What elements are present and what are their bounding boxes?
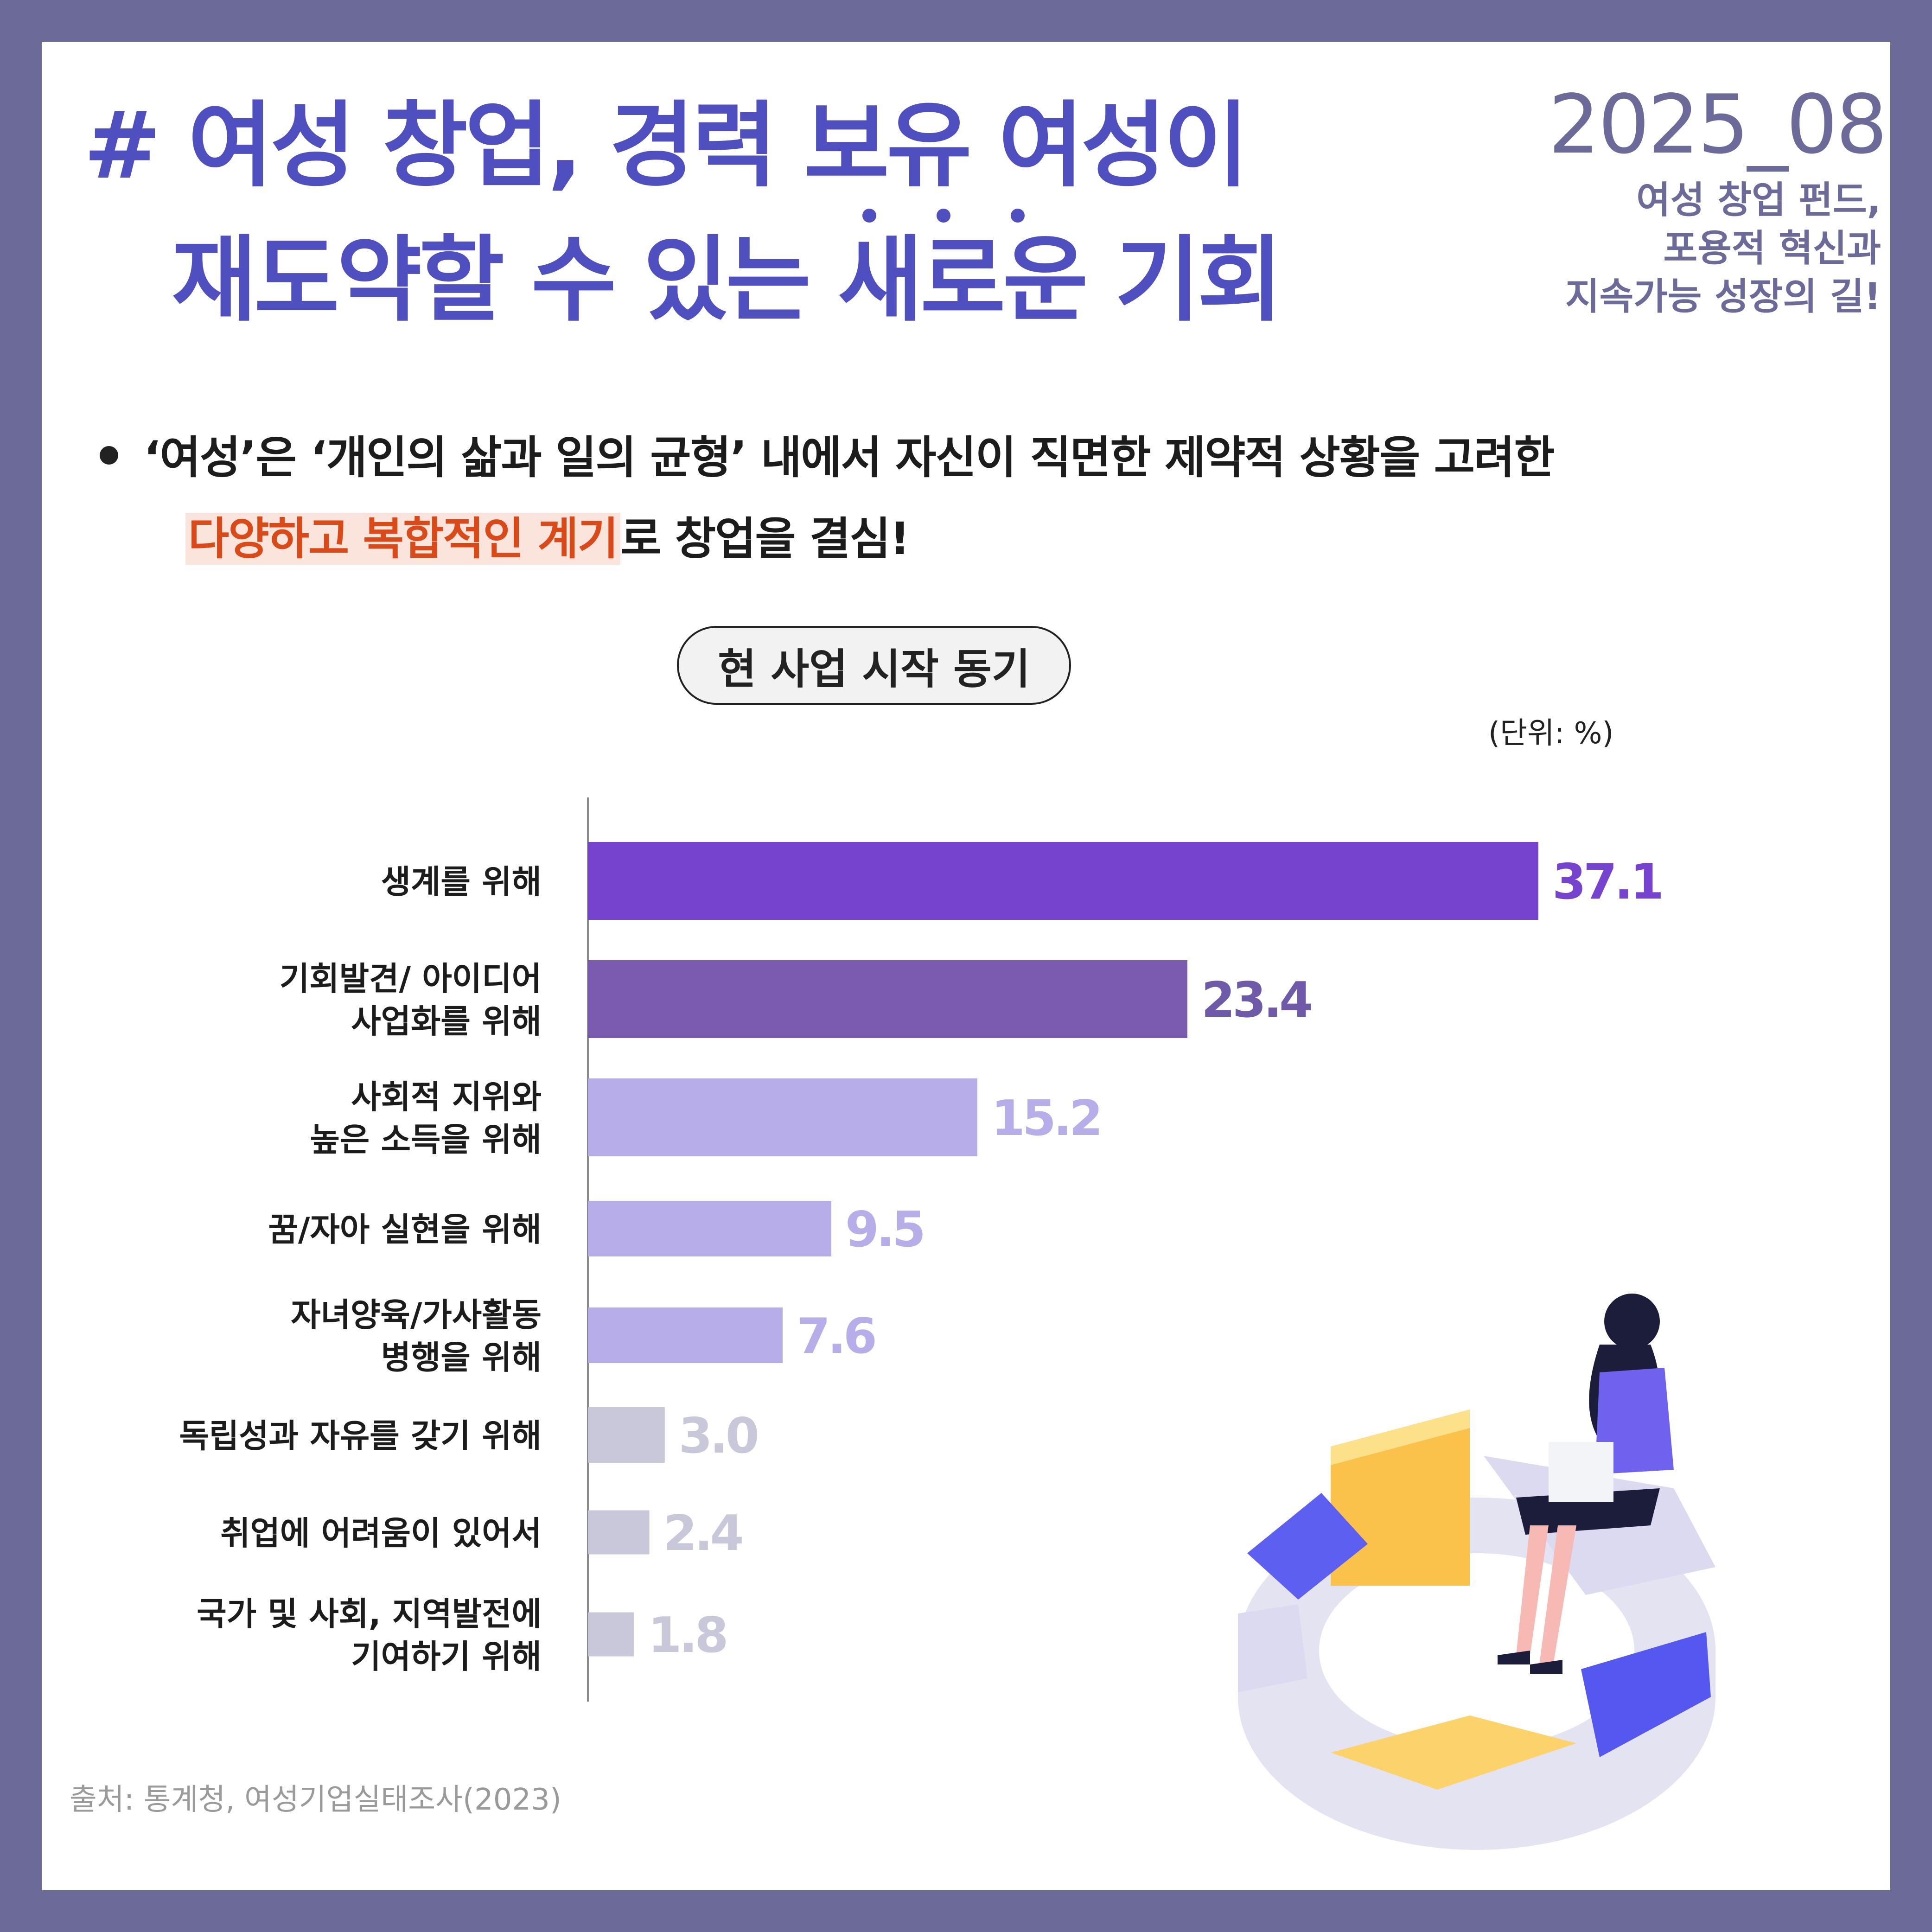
subtitle-line-1: 여성 창업 펀드, xyxy=(1636,179,1881,222)
bar-6 xyxy=(588,1510,650,1555)
category-label-4-0: 자녀양육/가사활동 xyxy=(291,1296,542,1334)
source-note: 출처: 통계청, 여성기업실태조사(2023) xyxy=(70,1783,561,1817)
title-line-2: 재도약할 수 있는 새로운 기회 xyxy=(172,226,1283,334)
page-title: # 여성 창업, 경력 보유 여성이 재도약할 수 있는 새로운 기회 xyxy=(83,79,1283,348)
category-label-2-0: 사회적 지위와 xyxy=(351,1078,542,1116)
category-label-0-0: 생계를 위해 xyxy=(381,863,542,901)
bar-1 xyxy=(588,960,1187,1038)
value-label-6: 2.4 xyxy=(663,1505,742,1562)
bullet-point: ‘여성’은 ‘개인의 삶과 일의 균형’ 내에서 자신이 직면한 제약적 상황을… xyxy=(100,417,1555,580)
value-label-7: 1.8 xyxy=(648,1607,726,1664)
bullet-highlight: 다양하고 복합적인 계기 xyxy=(185,513,621,565)
issue-date: 2025_08 xyxy=(1548,78,1887,172)
bar-5 xyxy=(588,1407,665,1463)
subtitle-line-2: 포용적 혁신과 xyxy=(1663,227,1881,270)
subtitle-line-3: 지속가능 성장의 길! xyxy=(1565,275,1881,318)
category-label-6-0: 취업에 어려움이 있어서 xyxy=(220,1514,542,1552)
value-label-2: 15.2 xyxy=(991,1090,1100,1147)
bar-0 xyxy=(588,842,1538,920)
title-line-1: # 여성 창업, 경력 보유 여성이 xyxy=(83,92,1249,200)
unit-label: (단위: %) xyxy=(1488,716,1614,751)
category-label-7-0: 국가 및 사회, 지역발전에 xyxy=(197,1595,542,1633)
value-label-0: 37.1 xyxy=(1552,854,1661,910)
value-label-1: 23.4 xyxy=(1201,972,1311,1028)
bar-4 xyxy=(588,1307,783,1363)
bullet-dot-icon xyxy=(100,446,118,465)
bar-2 xyxy=(588,1078,977,1156)
bullet-line-1: ‘여성’은 ‘개인의 삶과 일의 균형’ 내에서 자신이 직면한 제약적 상황을… xyxy=(144,432,1555,484)
chart-title: 현 사업 시작 동기 xyxy=(677,626,1071,705)
subtitle: 여성 창업 펀드, 포용적 혁신과 지속가능 성장의 길! xyxy=(1464,176,1881,321)
value-label-5: 3.0 xyxy=(679,1408,758,1464)
category-label-1-1: 사업화를 위해 xyxy=(351,1002,542,1040)
value-label-4: 7.6 xyxy=(797,1308,875,1365)
category-label-4-1: 병행을 위해 xyxy=(381,1339,542,1377)
category-label-7-1: 기여하기 위해 xyxy=(351,1638,542,1676)
category-label-5-0: 독립성과 자유를 갖기 위해 xyxy=(179,1417,542,1455)
category-label-3-0: 꿈/자아 실현을 위해 xyxy=(268,1211,542,1249)
bar-7 xyxy=(588,1612,634,1657)
bar-3 xyxy=(588,1201,831,1256)
bullet-line-2: 로 창업을 결심! xyxy=(620,513,910,565)
category-label-2-1: 높은 소득을 위해 xyxy=(310,1121,542,1159)
category-label-1-0: 기회발견/ 아이디어 xyxy=(280,960,542,998)
woman-laptop-illustration-icon xyxy=(1238,1294,1715,1850)
value-label-3: 9.5 xyxy=(845,1201,923,1258)
